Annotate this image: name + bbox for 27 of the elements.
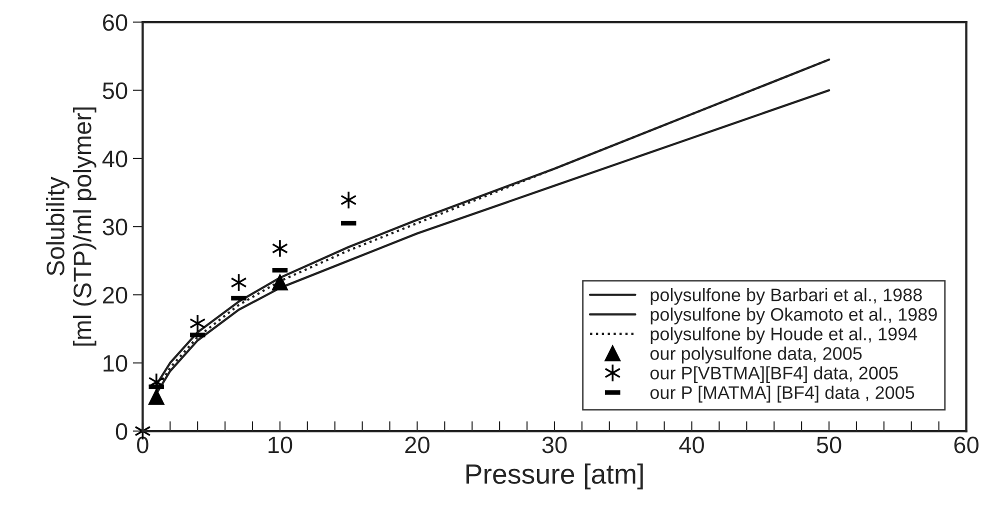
point [189, 314, 206, 333]
x-tick-label: 0 [137, 436, 148, 454]
legend-label: polysulfone by Barbari et al., 1988 [650, 288, 922, 305]
x-tick-label: 40 [679, 436, 704, 454]
y-tick-label: 30 [102, 218, 128, 236]
legend-label: our P [MATMA] [BF4] data , 2005 [650, 386, 914, 403]
point [272, 239, 288, 258]
y-tick-label: 50 [102, 82, 128, 100]
x-tick-label: 20 [405, 436, 430, 454]
x-tick-label: 10 [268, 436, 292, 454]
x-tick-label: 50 [816, 436, 842, 454]
point [148, 389, 164, 405]
y-tick-label: 60 [103, 14, 128, 31]
legend-label: our polysulfone data, 2005 [650, 346, 862, 364]
x-tick-label: 30 [542, 436, 567, 454]
x-axis-title: Pressure [atm] [466, 464, 643, 490]
legend-label: our P[VBTMA][BF4] data, 2005 [650, 366, 898, 384]
y-tick-label: 10 [104, 354, 128, 372]
x-tick-label: 60 [954, 436, 978, 454]
legend-label: polysulfone by Houde et al., 1994 [650, 327, 918, 344]
legend-label: polysulfone by Okamoto et al., 1989 [650, 308, 937, 324]
y-axis-title: Solubility [ml (STP)/ml polymer] [46, 108, 96, 346]
y-tick-label: 20 [103, 286, 128, 304]
point [340, 190, 357, 210]
y-tick-label: 40 [102, 150, 128, 168]
point [272, 274, 288, 290]
y-tick-label: 0 [116, 423, 128, 440]
